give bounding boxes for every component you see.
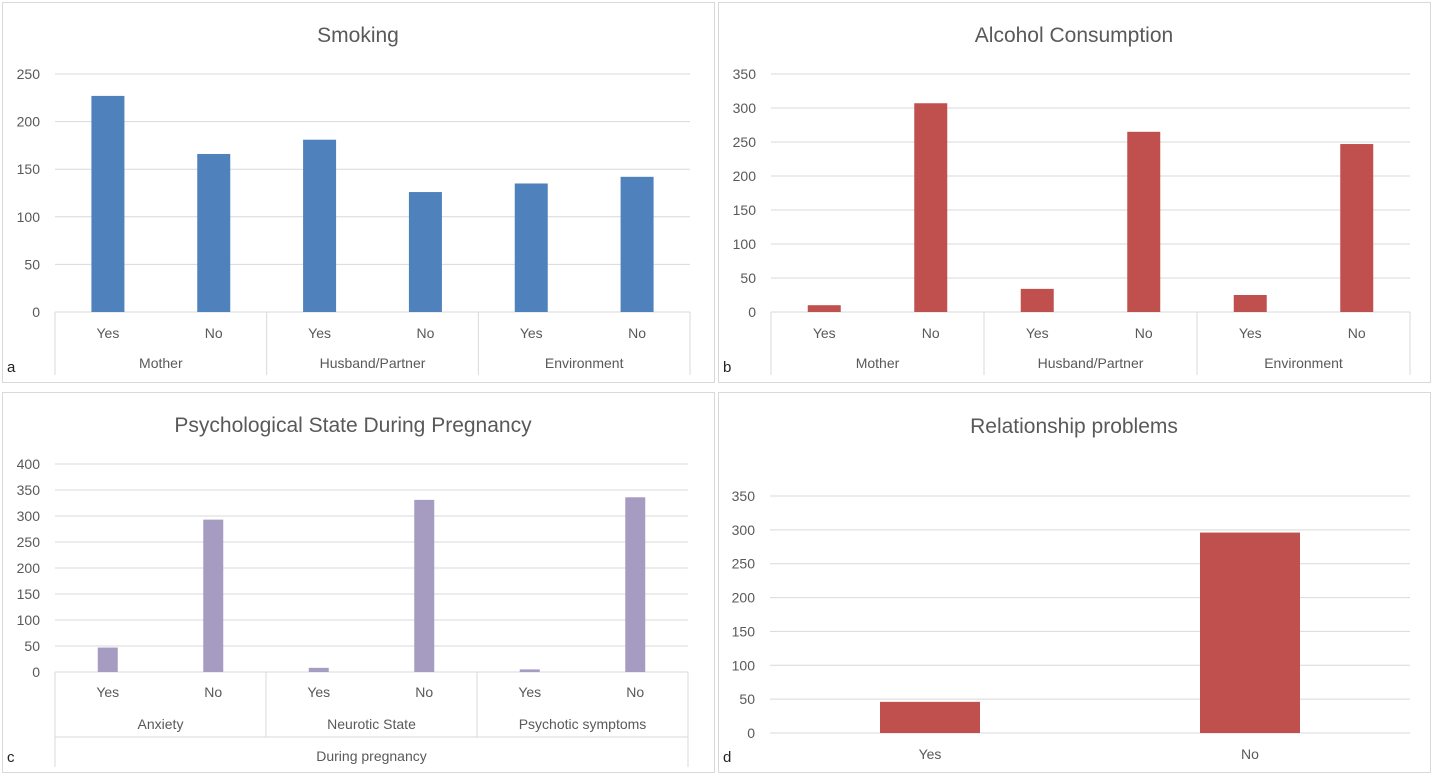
x-group-label: Husband/Partner: [320, 355, 426, 371]
y-tick-label: 100: [732, 657, 756, 673]
y-tick-label: 300: [733, 100, 757, 116]
y-tick-label: 250: [17, 66, 41, 82]
x-category-label: Yes: [96, 325, 119, 341]
bar-yes: [308, 667, 329, 672]
panel-letter: d: [723, 749, 731, 766]
x-category-label: Yes: [813, 325, 836, 341]
y-tick-label: 250: [732, 556, 756, 572]
x-group-label: Environment: [545, 355, 624, 371]
x-category-label: No: [1241, 746, 1259, 762]
x-category-label: No: [204, 684, 222, 700]
y-tick-label: 350: [17, 482, 41, 498]
y-tick-label: 200: [17, 560, 41, 576]
y-tick-label: 350: [732, 488, 756, 504]
bar-no: [914, 103, 948, 313]
bar-no: [408, 192, 442, 312]
y-tick-label: 250: [733, 134, 757, 150]
x-category-label: No: [205, 325, 223, 341]
y-tick-label: 200: [17, 114, 41, 130]
y-tick-label: 250: [17, 534, 41, 550]
x-group-label: Husband/Partner: [1038, 355, 1144, 371]
panel-letter: c: [7, 749, 15, 766]
x-category-label: Yes: [307, 684, 330, 700]
chart-title: Alcohol Consumption: [975, 24, 1173, 47]
y-tick-label: 50: [24, 256, 40, 272]
panel-border: [718, 392, 1431, 773]
y-tick-label: 50: [739, 691, 755, 707]
x-category-label: Yes: [1026, 325, 1049, 341]
y-tick-label: 0: [748, 304, 756, 320]
x-group-label: Anxiety: [138, 716, 184, 732]
y-tick-label: 100: [17, 612, 41, 628]
x-category-label: Yes: [96, 684, 119, 700]
bar-yes: [807, 305, 841, 312]
y-tick-label: 350: [733, 66, 757, 82]
chart-panel-d: Relationship problems 0 50 100 150 200 250 300 3…: [718, 392, 1431, 773]
y-tick-label: 300: [17, 508, 41, 524]
y-tick-label: 0: [32, 304, 40, 320]
bar-yes: [97, 647, 118, 672]
y-tick-label: 0: [747, 725, 755, 741]
bar-no: [1200, 532, 1300, 733]
x-category-label: Yes: [308, 325, 331, 341]
x-group-label: Psychotic symptoms: [519, 716, 647, 732]
x-group-label: Mother: [139, 355, 183, 371]
bar-yes: [514, 183, 548, 312]
bar-no: [625, 497, 646, 672]
bar-no: [1340, 144, 1374, 312]
x-category-label: No: [1348, 325, 1366, 341]
bar-no: [414, 499, 435, 672]
bar-no: [197, 153, 231, 312]
bar-yes: [91, 95, 125, 312]
panel-border: [2, 392, 715, 773]
chart-title: Smoking: [317, 24, 399, 47]
x-category-label: Yes: [520, 325, 543, 341]
chart-panel-c: Psychological State During Pregnancy 0 50 1…: [2, 392, 715, 773]
x-group-label: Environment: [1264, 355, 1343, 371]
y-tick-label: 50: [24, 638, 40, 654]
y-tick-label: 200: [732, 590, 756, 606]
bar-yes: [1020, 288, 1054, 312]
y-tick-label: 300: [732, 522, 756, 538]
y-tick-label: 150: [17, 586, 41, 602]
y-tick-label: 400: [17, 456, 41, 472]
chart-title: Relationship problems: [970, 415, 1178, 438]
y-tick-label: 150: [732, 623, 756, 639]
x-category-label: No: [626, 684, 644, 700]
x-supergroup-label: During pregnancy: [316, 748, 427, 764]
y-tick-label: 50: [740, 270, 756, 286]
y-tick-label: 150: [17, 161, 41, 177]
x-category-label: No: [415, 684, 433, 700]
bar-yes: [1233, 295, 1267, 312]
y-tick-label: 0: [32, 664, 40, 680]
panel-letter: a: [7, 359, 16, 376]
x-category-label: Yes: [1239, 325, 1262, 341]
x-category-label: Yes: [919, 746, 942, 762]
y-tick-label: 150: [733, 202, 757, 218]
x-group-label: Neurotic State: [327, 716, 416, 732]
bar-yes: [303, 139, 337, 312]
chart-title: Psychological State During Pregnancy: [174, 414, 532, 437]
x-category-label: No: [416, 325, 434, 341]
x-category-label: No: [922, 325, 940, 341]
y-tick-label: 100: [733, 236, 757, 252]
x-category-label: No: [628, 325, 646, 341]
x-category-label: Yes: [518, 684, 541, 700]
bar-no: [1127, 131, 1161, 312]
y-tick-label: 100: [17, 209, 41, 225]
bar-no: [620, 176, 654, 312]
x-category-label: No: [1135, 325, 1153, 341]
bar-yes: [519, 669, 540, 672]
x-group-label: Mother: [856, 355, 900, 371]
panel-letter: b: [723, 359, 731, 376]
bar-yes: [880, 701, 980, 733]
chart-panel-b: Alcohol Consumption 0 50 100 150 200 250 300 350…: [718, 2, 1431, 383]
panel-border: [718, 2, 1431, 383]
y-tick-label: 200: [733, 168, 757, 184]
chart-panel-a: Smoking 0 50 100 150 200 250 Yes No Yes No Yes No Mot…: [2, 2, 715, 383]
bar-no: [203, 519, 224, 672]
